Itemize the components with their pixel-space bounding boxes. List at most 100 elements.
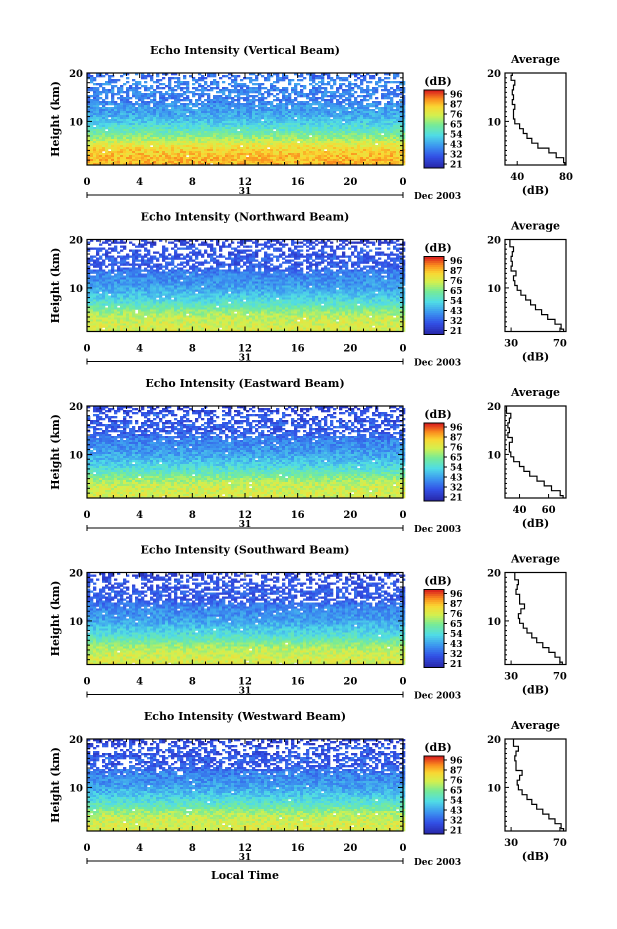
heatmap-cell xyxy=(333,91,337,94)
heatmap-cell xyxy=(183,147,187,150)
heatmap-cell xyxy=(282,119,286,122)
heatmap-cell xyxy=(288,123,292,126)
heatmap-cell xyxy=(309,117,313,120)
heatmap-cell xyxy=(363,127,367,130)
heatmap-cell xyxy=(345,107,349,110)
heatmap-cell xyxy=(186,245,190,248)
heatmap-cell xyxy=(378,163,382,166)
heatmap-cell xyxy=(342,159,346,162)
heatmap-cell xyxy=(294,257,298,260)
heatmap-cell xyxy=(162,247,166,250)
heatmap-cell xyxy=(312,125,316,128)
heatmap-cell xyxy=(120,249,124,252)
heatmap-cell xyxy=(246,91,250,94)
heatmap-cell xyxy=(129,141,133,144)
heatmap-cell xyxy=(150,257,154,260)
heatmap-cell xyxy=(369,93,373,96)
colorbar-swatch xyxy=(424,128,444,131)
heatmap-cell xyxy=(90,155,94,158)
heatmap-cell xyxy=(297,135,301,138)
heatmap-cell xyxy=(126,93,130,96)
heatmap-cell xyxy=(129,255,133,258)
heatmap-cell xyxy=(141,125,145,128)
x-tick-label: 8 xyxy=(189,177,196,188)
heatmap-cell xyxy=(297,83,301,86)
heatmap-cell xyxy=(297,151,301,154)
heatmap-cell xyxy=(105,73,109,76)
heatmap-cell xyxy=(381,145,385,148)
heatmap-cell xyxy=(111,157,115,160)
heatmap-cell xyxy=(282,253,286,256)
heatmap-cell xyxy=(165,105,169,108)
heatmap-cell xyxy=(144,155,148,158)
heatmap-cell xyxy=(162,73,166,76)
heatmap-cell xyxy=(255,239,259,242)
heatmap-cell xyxy=(162,105,166,108)
heatmap-cell xyxy=(168,161,172,164)
heatmap-cell xyxy=(153,117,157,120)
heatmap-cell xyxy=(300,121,304,124)
heatmap-cell xyxy=(339,95,343,98)
heatmap-cell xyxy=(246,153,250,156)
heatmap-cell xyxy=(111,249,115,252)
heatmap-cell xyxy=(396,75,400,78)
heatmap-cell xyxy=(96,87,100,90)
heatmap-cell xyxy=(312,127,316,130)
heatmap-cell xyxy=(294,141,298,144)
heatmap-cell xyxy=(378,125,382,128)
heatmap-cell xyxy=(174,135,178,138)
heatmap-cell xyxy=(114,141,118,144)
heatmap-cell xyxy=(309,133,313,136)
heatmap-cell xyxy=(132,255,136,258)
heatmap-cell xyxy=(261,97,265,100)
heatmap-cell xyxy=(114,123,118,126)
heatmap-cell xyxy=(120,119,124,122)
heatmap-cell xyxy=(90,157,94,160)
heatmap-cell xyxy=(174,255,178,258)
heatmap-cell xyxy=(306,97,310,100)
heatmap-cell xyxy=(246,245,250,248)
heatmap-cell xyxy=(93,135,97,138)
heatmap-cell xyxy=(219,111,223,114)
heatmap-cell xyxy=(291,89,295,92)
heatmap-cell xyxy=(120,87,124,90)
heatmap-cell xyxy=(171,159,175,162)
heatmap-cell xyxy=(399,143,403,146)
heatmap-cell xyxy=(396,159,400,162)
heatmap-cell xyxy=(237,117,241,120)
heatmap-cell xyxy=(264,101,268,104)
heatmap-cell xyxy=(375,101,379,104)
heatmap-cell xyxy=(234,129,238,132)
heatmap-cell xyxy=(282,73,286,76)
heatmap-cell xyxy=(219,89,223,92)
heatmap-cell xyxy=(318,127,322,130)
heatmap-cell xyxy=(291,157,295,160)
heatmap-cell xyxy=(198,145,202,148)
heatmap-cell xyxy=(339,243,343,246)
heatmap-cell xyxy=(216,161,220,164)
heatmap-cell xyxy=(96,259,100,262)
heatmap-cell xyxy=(330,101,334,104)
heatmap-cell xyxy=(216,159,220,162)
heatmap-cell xyxy=(369,141,373,144)
heatmap-cell xyxy=(267,127,271,130)
heatmap-cell xyxy=(333,93,337,96)
heatmap-cell xyxy=(360,159,364,162)
heatmap-cell xyxy=(117,97,121,100)
heatmap-cell xyxy=(180,155,184,158)
heatmap-cell xyxy=(324,95,328,98)
heatmap-cell xyxy=(276,117,280,120)
heatmap-cell xyxy=(303,157,307,160)
heatmap-cell xyxy=(348,157,352,160)
heatmap-cell xyxy=(267,93,271,96)
heatmap-cell xyxy=(333,261,337,264)
colorbar-swatch xyxy=(424,106,444,109)
heatmap-cell xyxy=(249,129,253,132)
heatmap-cell xyxy=(234,105,238,108)
heatmap-cell xyxy=(192,87,196,90)
heatmap-cell xyxy=(219,141,223,144)
heatmap-cell xyxy=(396,249,400,252)
heatmap-cell xyxy=(270,89,274,92)
heatmap-cell xyxy=(354,73,358,76)
